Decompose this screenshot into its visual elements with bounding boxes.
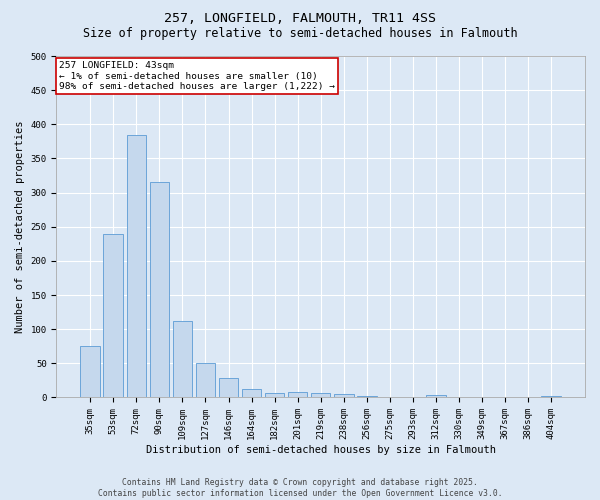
X-axis label: Distribution of semi-detached houses by size in Falmouth: Distribution of semi-detached houses by … [146, 445, 496, 455]
Bar [242, 388, 262, 398]
Bar [426, 396, 446, 398]
Bar [357, 396, 377, 398]
Bar [149, 182, 169, 398]
Bar [334, 394, 353, 398]
Bar [541, 396, 561, 398]
Y-axis label: Number of semi-detached properties: Number of semi-detached properties [15, 120, 25, 333]
Bar [288, 392, 307, 398]
Text: Contains HM Land Registry data © Crown copyright and database right 2025.
Contai: Contains HM Land Registry data © Crown c… [98, 478, 502, 498]
Text: Size of property relative to semi-detached houses in Falmouth: Size of property relative to semi-detach… [83, 28, 517, 40]
Bar [219, 378, 238, 398]
Bar [265, 392, 284, 398]
Bar [173, 321, 192, 398]
Text: 257 LONGFIELD: 43sqm
← 1% of semi-detached houses are smaller (10)
98% of semi-d: 257 LONGFIELD: 43sqm ← 1% of semi-detach… [59, 61, 335, 91]
Text: 257, LONGFIELD, FALMOUTH, TR11 4SS: 257, LONGFIELD, FALMOUTH, TR11 4SS [164, 12, 436, 26]
Bar [196, 364, 215, 398]
Bar [311, 392, 331, 398]
Bar [127, 134, 146, 398]
Bar [103, 234, 123, 398]
Bar [80, 346, 100, 398]
